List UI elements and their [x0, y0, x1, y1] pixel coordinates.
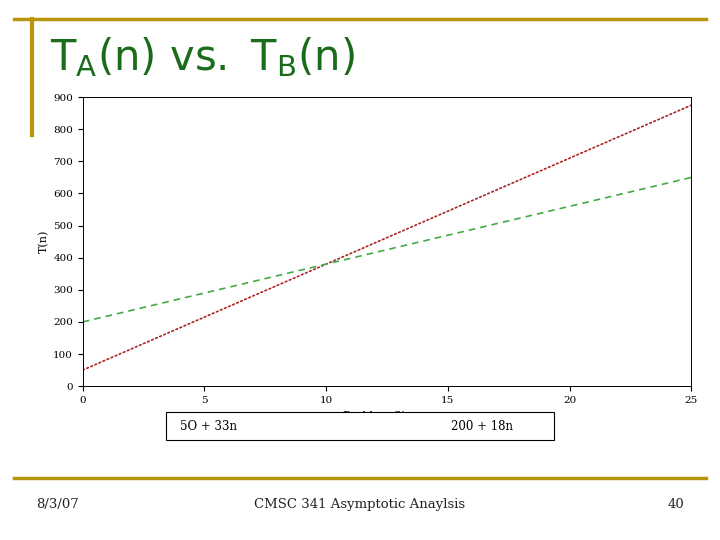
Y-axis label: T(n): T(n) [39, 230, 49, 253]
Text: 40: 40 [667, 498, 684, 511]
Text: 8/3/07: 8/3/07 [36, 498, 78, 511]
Text: $\mathrm{T_A( n )\ vs.\ T_B( n )}$: $\mathrm{T_A( n )\ vs.\ T_B( n )}$ [50, 35, 355, 79]
Text: CMSC 341 Asymptotic Anaylsis: CMSC 341 Asymptotic Anaylsis [254, 498, 466, 511]
Text: 5O + 33n: 5O + 33n [180, 420, 238, 433]
X-axis label: Problem Size, n: Problem Size, n [343, 410, 431, 420]
Text: 200 + 18n: 200 + 18n [451, 420, 513, 433]
